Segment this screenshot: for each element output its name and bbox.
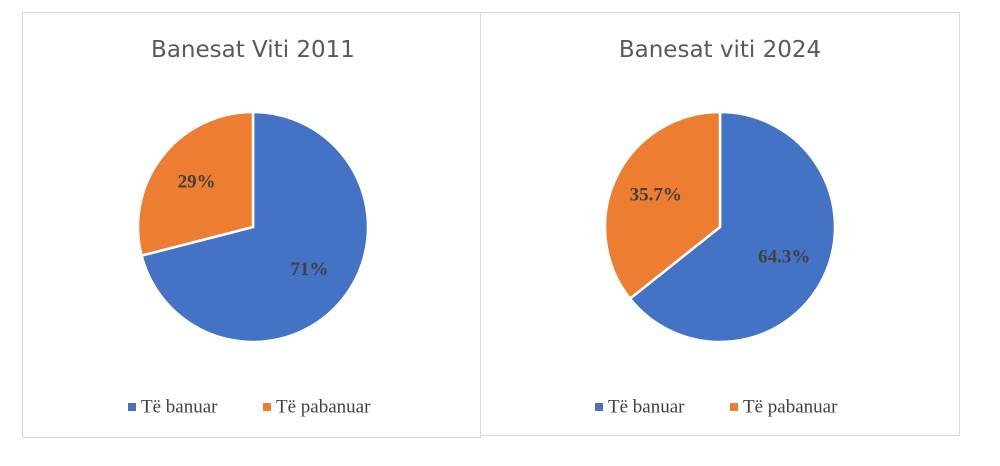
legend-label: Të pabanuar <box>743 396 838 417</box>
legend-label: Të pabanuar <box>276 396 371 417</box>
pie-slice <box>140 110 370 344</box>
chart-title: Banesat Viti 2011 <box>151 37 355 63</box>
legend-marker <box>128 403 136 411</box>
pie-slice <box>628 110 837 344</box>
legend-label: Të banuar <box>608 396 685 417</box>
data-label: 35.7% <box>630 184 682 205</box>
pie-slice <box>603 110 722 301</box>
data-label: 64.3% <box>758 246 810 267</box>
legend-label: Të banuar <box>141 396 218 417</box>
legend-marker <box>595 403 603 411</box>
legend-marker <box>263 403 271 411</box>
data-label: 71% <box>290 259 328 280</box>
legend-marker <box>730 403 738 411</box>
chart-title: Banesat viti 2024 <box>619 37 821 63</box>
data-label: 29% <box>178 172 216 193</box>
pie-slice <box>136 110 255 258</box>
